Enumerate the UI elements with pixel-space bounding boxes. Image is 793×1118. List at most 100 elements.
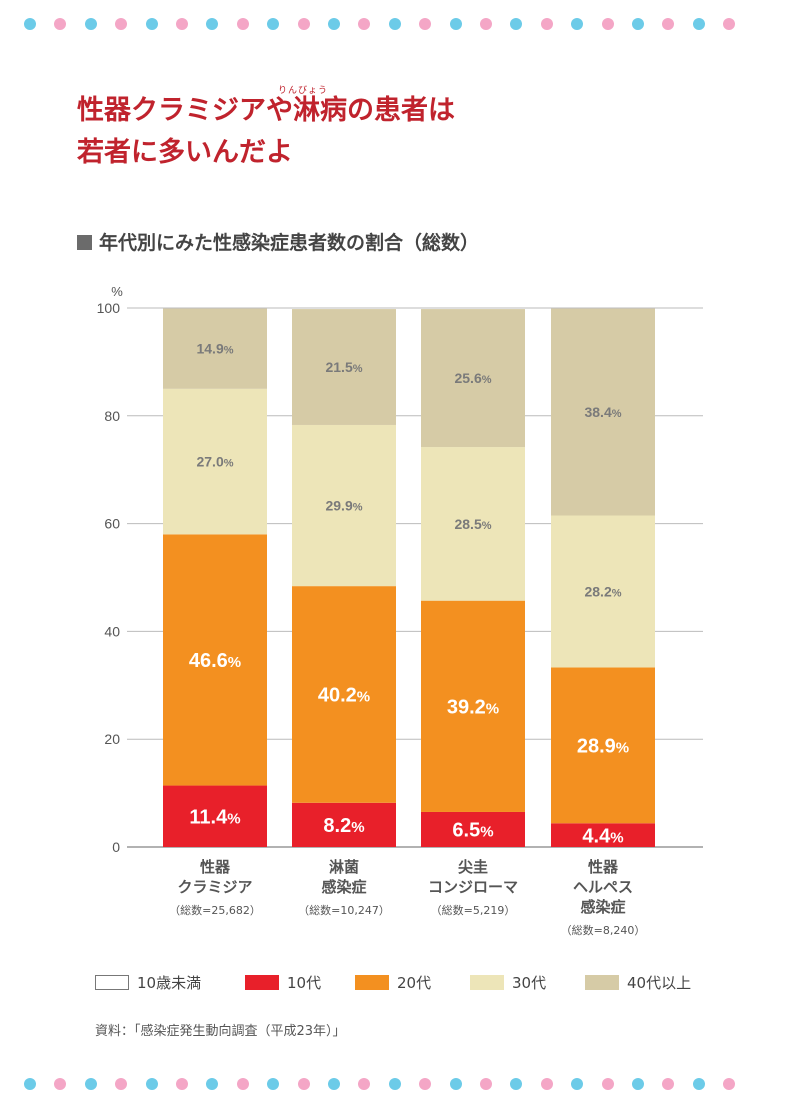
top-dot	[662, 18, 675, 30]
top-dot	[540, 18, 553, 30]
bar-segment	[163, 534, 267, 786]
chart-subtitle-text: 年代別にみた性感染症患者数の割合（総数）	[99, 232, 480, 254]
y-tick-label: 60	[104, 516, 120, 532]
top-dot	[236, 18, 249, 30]
bottom-dot	[358, 1078, 371, 1090]
bottom-dot	[601, 1078, 614, 1090]
legend-swatch-20s	[355, 975, 389, 990]
y-tick-label: 80	[104, 408, 120, 424]
bar-segment	[421, 600, 525, 812]
data-label: 6.5%	[452, 820, 493, 842]
x-category-label: クラミジア	[177, 878, 252, 896]
legend-swatch-40plus	[585, 975, 619, 990]
bottom-dot	[84, 1078, 97, 1090]
data-label: 4.4%	[582, 825, 623, 847]
stacked-bar-chart: % 0 20 40 60 80 100 11.4% 46.6% 27.0% 14.9% 性器クラミジア…	[97, 284, 703, 937]
legend-swatch-10s	[245, 975, 279, 990]
bottom-dot	[24, 1078, 36, 1090]
bottom-dot	[662, 1078, 675, 1090]
page-title-line2: 若者に多いんだよ	[77, 137, 293, 168]
x-category-label: 性器	[200, 858, 231, 876]
bottom-dot	[388, 1078, 401, 1090]
y-tick-label: 0	[112, 839, 120, 855]
top-dot	[115, 18, 128, 30]
bar-segment	[421, 447, 525, 601]
x-category-total: （総数=25,682）	[169, 903, 261, 917]
legend-item-10s: 10代	[245, 972, 321, 993]
bar-segment	[551, 515, 655, 668]
x-category-label: 淋菌	[329, 858, 359, 876]
data-label: 38.4%	[584, 404, 621, 420]
legend-label-20s: 20代	[397, 974, 432, 992]
chart-subtitle: 年代別にみた性感染症患者数の割合（総数）	[77, 228, 479, 255]
x-category-label: 尖圭	[458, 858, 488, 876]
data-label: 46.6%	[189, 650, 241, 672]
legend-swatch-30s	[470, 975, 504, 990]
decorative-dots-top	[0, 18, 793, 38]
bar-segment	[292, 424, 396, 587]
bottom-dot	[571, 1078, 584, 1090]
y-tick-label: 40	[104, 623, 120, 639]
bar-segment	[292, 309, 396, 425]
bottom-dot	[206, 1078, 219, 1090]
top-dot	[692, 18, 705, 30]
top-dot	[571, 18, 584, 30]
top-dot	[723, 18, 736, 30]
y-axis-unit: %	[111, 284, 123, 299]
legend-item-30s: 30代	[470, 972, 546, 993]
legend-label-under10: 10歳未満	[137, 974, 202, 992]
decorative-dots-bottom	[0, 1078, 793, 1098]
top-dot	[206, 18, 219, 30]
bar-segment	[551, 667, 655, 824]
top-dot	[632, 18, 644, 30]
bar-segment	[163, 785, 267, 847]
bar-segment	[421, 309, 525, 448]
top-dot	[54, 18, 67, 30]
top-dot	[480, 18, 492, 30]
bottom-dot	[176, 1078, 188, 1090]
data-label: 40.2%	[318, 685, 370, 707]
x-category-total: （総数=10,247）	[298, 903, 390, 917]
x-category-label: 感染症	[580, 898, 625, 916]
x-category-total: （総数=8,240）	[561, 923, 646, 937]
title-ruby: りんびょう	[278, 86, 329, 96]
top-dot	[145, 18, 158, 30]
legend-item-under10: 10歳未満	[95, 972, 201, 993]
data-label: 14.9%	[196, 341, 233, 357]
page-title-line1: 性器クラミジアや淋病の患者は	[77, 95, 455, 126]
bottom-dot	[692, 1078, 705, 1090]
source-note: 資料：「感染症発生動向調査（平成23年）」	[95, 1024, 346, 1039]
top-dot	[388, 18, 401, 30]
bottom-dot	[480, 1078, 492, 1090]
top-dot	[328, 18, 340, 30]
bottom-dot	[267, 1078, 280, 1090]
legend-label-10s: 10代	[287, 974, 322, 992]
bar-segment	[551, 308, 655, 516]
x-category-label: 性器	[588, 858, 619, 876]
top-dot	[24, 18, 36, 30]
top-dot	[358, 18, 371, 30]
bottom-dot	[632, 1078, 644, 1090]
top-dot	[267, 18, 280, 30]
bar-segment	[163, 308, 267, 389]
legend-item-20s: 20代	[355, 972, 431, 993]
bar-segment	[551, 823, 655, 847]
data-label: 28.5%	[454, 516, 491, 532]
bottom-dot	[449, 1078, 462, 1090]
bottom-dot	[328, 1078, 340, 1090]
square-bullet-icon	[77, 235, 92, 250]
data-label: 29.9%	[325, 498, 362, 514]
data-label: 28.9%	[577, 736, 629, 758]
data-label: 21.5%	[325, 359, 362, 375]
legend-swatch-under10	[95, 975, 129, 990]
bottom-dot	[510, 1078, 523, 1090]
data-label: 11.4%	[189, 806, 240, 828]
top-dot	[297, 18, 310, 30]
bar-segment	[421, 811, 525, 847]
bottom-dot	[419, 1078, 432, 1090]
legend-item-40plus: 40代以上	[585, 972, 691, 993]
bottom-dot	[723, 1078, 736, 1090]
legend-label-30s: 30代	[512, 974, 547, 992]
data-label: 39.2%	[447, 697, 499, 719]
bar-segment	[292, 802, 396, 847]
